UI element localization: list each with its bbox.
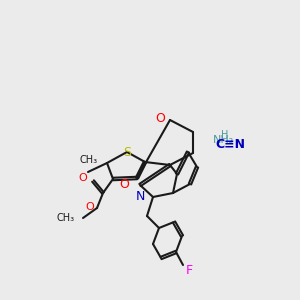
Text: O: O <box>78 173 87 183</box>
Text: O: O <box>85 202 94 212</box>
Text: S: S <box>123 146 131 158</box>
Text: O: O <box>119 178 129 191</box>
Text: CH₃: CH₃ <box>80 155 98 165</box>
Text: C≡N: C≡N <box>215 139 245 152</box>
Text: CH₃: CH₃ <box>57 213 75 223</box>
Text: N: N <box>136 190 145 203</box>
Text: O: O <box>155 112 165 125</box>
Text: NH₂: NH₂ <box>213 135 234 145</box>
Text: F: F <box>186 263 193 277</box>
Text: H: H <box>221 130 228 140</box>
